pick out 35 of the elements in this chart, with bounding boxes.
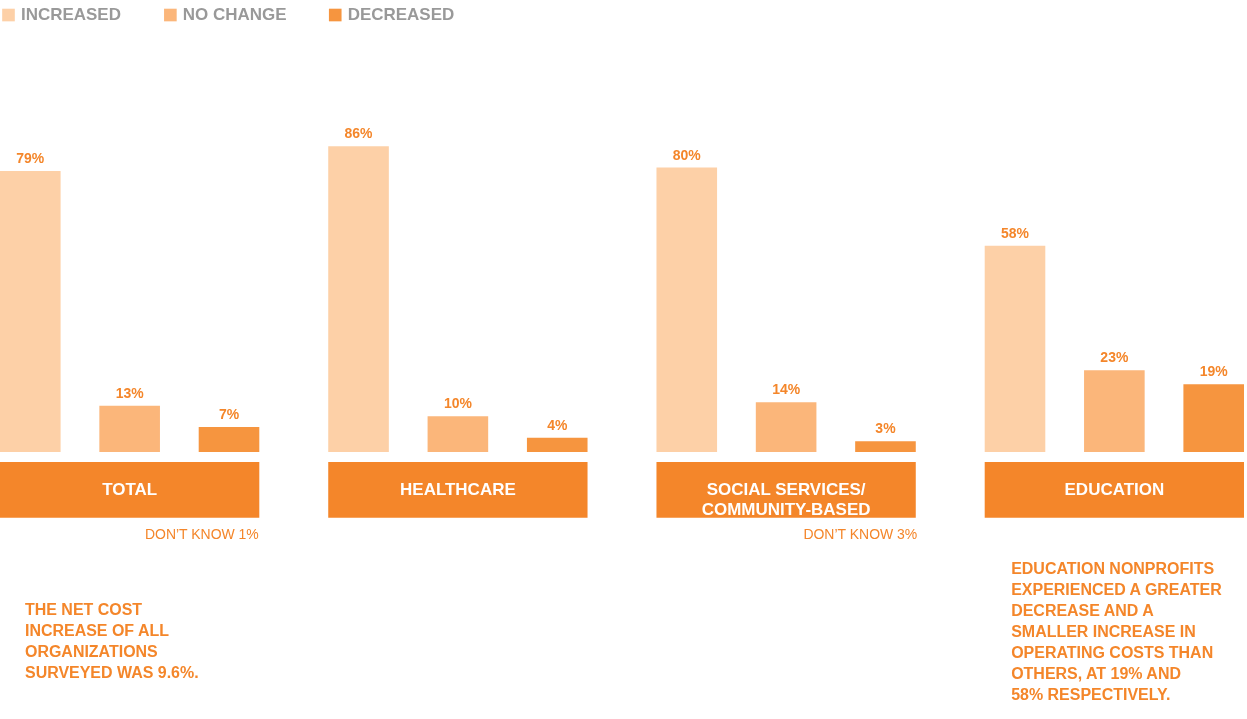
- text: THE NET COST INCREASE OF ALL ORGANIZATIONS SURVEYED WAS 9.6%.: [24, 600, 199, 681]
- data-label: 14%: [772, 381, 801, 398]
- x-tick-label: HEALTHCARE: [400, 479, 516, 499]
- bar: [1183, 384, 1244, 452]
- x-tick-label: TOTAL: [102, 479, 158, 499]
- text: DON’T KNOW 3%: [803, 525, 918, 542]
- bar: [526, 437, 588, 452]
- text: EDUCATION NONPROFITS EXPERIENCED A GREATER DECREASE AND A SMALLER INCREASE IN OPERATING COSTS THAN OTHERS, AT 19% AND 58% RESPECTIVELY.: [1011, 559, 1223, 703]
- bar: [755, 402, 817, 452]
- data-label: 13%: [115, 384, 145, 401]
- data-label: 23%: [1100, 349, 1129, 366]
- legend-label: NO CHANGE: [182, 5, 287, 25]
- data-label: 3%: [875, 420, 897, 437]
- bar: [656, 167, 718, 452]
- bar: [855, 441, 916, 452]
- data-label: 4%: [547, 416, 568, 433]
- bar: [328, 146, 389, 452]
- bar: [984, 245, 1046, 452]
- data-label: 79%: [16, 150, 45, 167]
- bar: [0, 171, 61, 452]
- text: DON’T KNOW 1%: [144, 525, 259, 542]
- legend-label: INCREASED: [20, 5, 121, 25]
- x-tick-label: SOCIAL SERVICES/ COMMUNITY-BASED: [701, 479, 871, 519]
- legend-label: DECREASED: [347, 5, 455, 25]
- data-label: 80%: [672, 146, 702, 163]
- bar: [427, 416, 489, 452]
- data-label: 86%: [344, 125, 374, 142]
- data-label: 7%: [218, 406, 240, 423]
- data-label: 19%: [1199, 363, 1229, 380]
- bar: [99, 405, 160, 452]
- bar: [198, 427, 260, 452]
- x-tick-label: EDUCATION: [1064, 479, 1165, 499]
- bar: [1084, 370, 1145, 452]
- data-label: 10%: [443, 395, 473, 412]
- data-label: 58%: [1001, 224, 1030, 241]
